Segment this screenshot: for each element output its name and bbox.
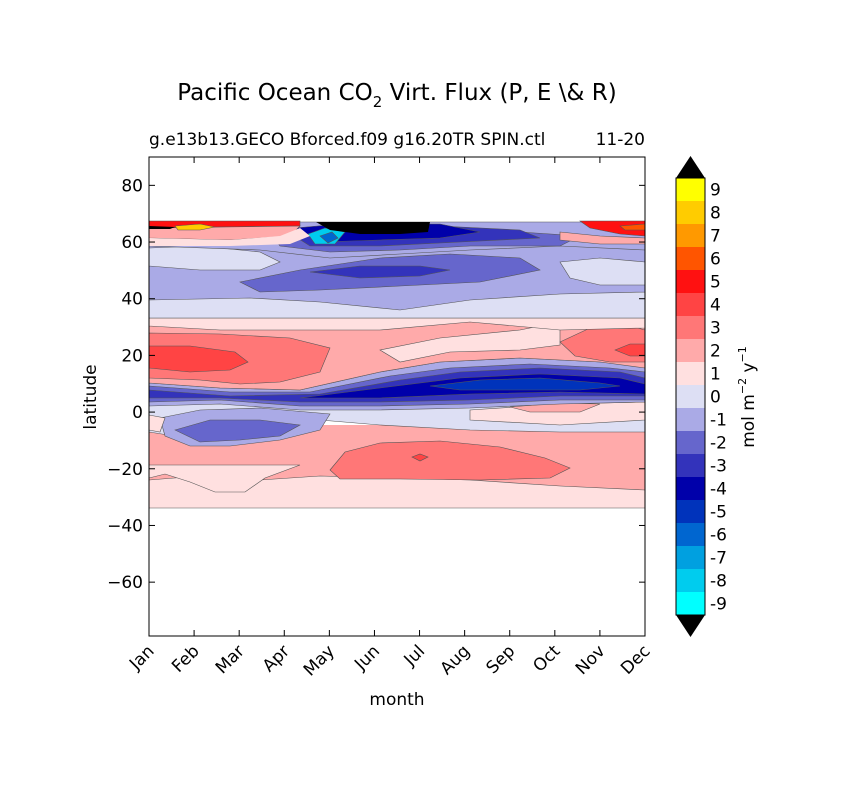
colorbar-tick-label: 8 — [710, 204, 721, 224]
colorbar-tick-label: -2 — [710, 434, 727, 454]
colorbar-swatch — [676, 316, 705, 339]
colorbar-swatch — [676, 339, 705, 362]
colorbar-swatch — [676, 224, 705, 247]
x-tick-label: May — [300, 641, 339, 680]
colorbar-tick-label: -5 — [710, 503, 727, 523]
colorbar-tick-label: -8 — [710, 572, 727, 592]
colorbar-tick-label: -9 — [710, 595, 727, 615]
colorbar-tick-label: 6 — [710, 250, 721, 270]
chart-subtitle-right: 11-20 — [596, 130, 645, 150]
colorbar-swatch — [676, 477, 705, 500]
band-edge-orange — [619, 223, 645, 231]
colorbar-swatch — [676, 293, 705, 316]
colorbar-tick-label: 4 — [710, 296, 721, 316]
band-south-2 — [329, 440, 571, 481]
x-tick-label: Feb — [168, 641, 203, 676]
y-tick-label: 0 — [132, 403, 143, 423]
band-edge-white — [149, 228, 310, 246]
colorbar-tick-label: 2 — [710, 342, 721, 362]
colorbar-swatch — [676, 431, 705, 454]
colorbar-swatch — [676, 592, 705, 615]
colorbar-tick-label: 7 — [710, 227, 721, 247]
x-tick-label: Mar — [212, 641, 249, 678]
band-edge-black — [149, 226, 175, 229]
colorbar-swatch — [676, 247, 705, 270]
band-south-1b — [149, 464, 301, 493]
colorbar-tick-label: -4 — [710, 480, 727, 500]
band-edge-pink2 — [559, 231, 645, 245]
colorbar-under-arrow — [676, 615, 705, 637]
band-edge-yellow — [174, 223, 216, 231]
colorbar-label: mol m−2 y−1 — [736, 346, 759, 448]
x-tick-label: Oct — [529, 641, 564, 676]
colorbar-swatch — [676, 523, 705, 546]
chart-title: Pacific Ocean CO2 Virt. Flux (P, E \& R) — [177, 80, 616, 111]
y-tick-label: −20 — [107, 460, 143, 480]
colorbar: -9 -8 -7 -6 -5 -4 -3 -2 -1 0 1 2 3 4 5 6 7 8 9 — [675, 156, 727, 637]
colorbar-tick-label: 1 — [710, 365, 721, 385]
x-tick-label: Apr — [259, 641, 294, 676]
x-tick-label: Jan — [125, 641, 158, 674]
band-eq-jet-5 — [429, 377, 621, 391]
band-polar-cyan2 — [319, 231, 339, 244]
y-axis: 80 60 40 20 0 −20 −40 −60 — [107, 176, 645, 593]
x-axis-label: month — [369, 690, 424, 710]
colorbar-swatch — [676, 569, 705, 592]
colorbar-swatch — [676, 546, 705, 569]
colorbar-over-arrow — [676, 156, 705, 178]
band-eq-south-2 — [174, 419, 301, 443]
x-tick-label: Dec — [617, 641, 654, 678]
band-north-0 — [149, 317, 645, 331]
colorbar-tick-label: 5 — [710, 273, 721, 293]
y-tick-label: 60 — [121, 233, 143, 253]
band-edge-red2 — [579, 220, 645, 237]
plot-area — [149, 157, 645, 636]
x-tick-label: Jun — [350, 641, 384, 675]
colorbar-swatch — [676, 362, 705, 385]
y-tick-label: 20 — [121, 346, 143, 366]
x-tick-label: Nov — [572, 641, 610, 679]
band-north-1-light — [379, 321, 561, 363]
x-tick-label: Sep — [482, 641, 519, 678]
colorbar-tick-label: -6 — [710, 526, 727, 546]
colorbar-swatch — [676, 454, 705, 477]
x-tick-label: Jul — [400, 641, 429, 670]
chart-subtitle-left: g.e13b13.GECO Bforced.f09 g16.20TR SPIN.… — [149, 130, 545, 150]
colorbar-swatch — [676, 270, 705, 293]
y-tick-label: −60 — [107, 573, 143, 593]
band-north-3a — [149, 345, 249, 373]
colorbar-swatch — [676, 385, 705, 408]
band-mid-3 — [309, 265, 451, 279]
y-tick-label: 40 — [121, 290, 143, 310]
colorbar-frame — [675, 177, 706, 616]
band-mid-0c — [559, 257, 645, 286]
colorbar-tick-label: 9 — [710, 181, 721, 201]
colorbar-tick-label: -1 — [710, 411, 727, 431]
colorbar-swatch — [676, 178, 705, 201]
y-tick-label: 80 — [121, 176, 143, 196]
band-south-3 — [411, 453, 429, 462]
band-north-3b — [614, 343, 645, 357]
band-eq-south-pink3 — [149, 414, 166, 433]
y-tick-label: −40 — [107, 516, 143, 536]
colorbar-tick-label: 3 — [710, 319, 721, 339]
band-polar-black — [316, 222, 430, 234]
colorbar-swatch — [676, 408, 705, 431]
colorbar-tick-label: -3 — [710, 457, 727, 477]
colorbar-tick-label: -7 — [710, 549, 727, 569]
plot-frame — [148, 156, 646, 637]
x-tick-label: Aug — [437, 641, 475, 679]
colorbar-swatch — [676, 201, 705, 224]
colorbar-swatch — [676, 500, 705, 523]
contour-field — [149, 220, 645, 509]
y-axis-label: latitude — [81, 364, 101, 429]
colorbar-tick-label: 0 — [710, 388, 721, 408]
